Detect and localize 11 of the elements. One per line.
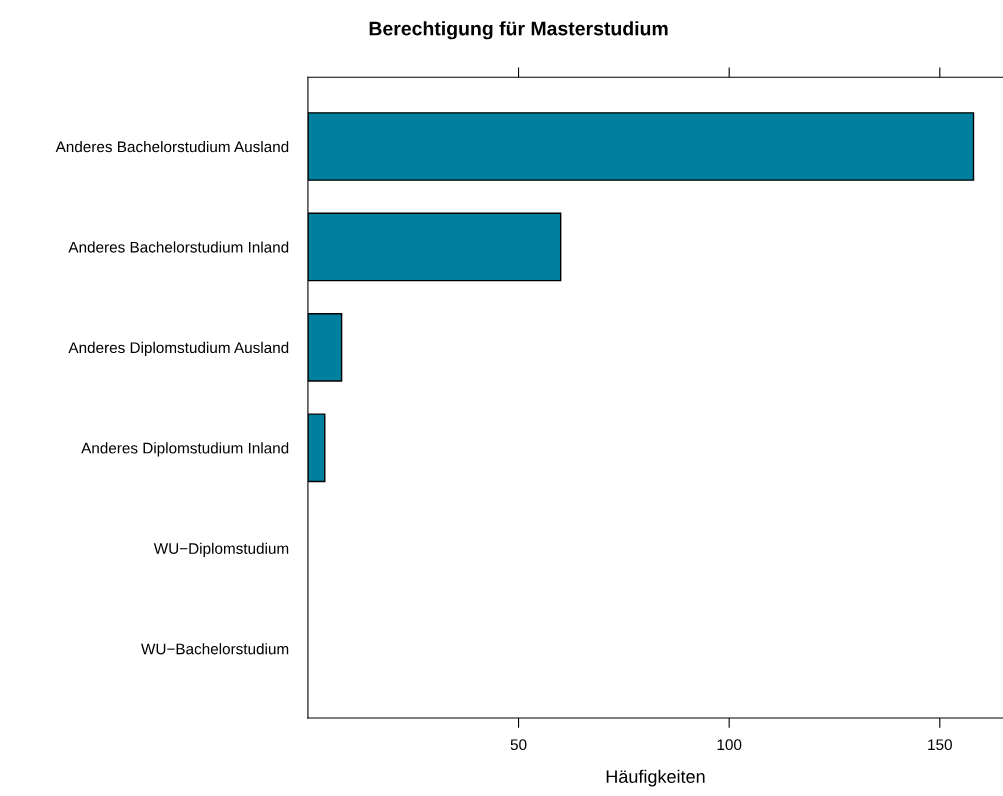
y-tick-label: WU−Bachelorstudium [141, 643, 289, 655]
y-tick-label: Anderes Bachelorstudium Inland [68, 241, 289, 253]
chart-title: Berechtigung für Masterstudium [369, 21, 668, 40]
y-tick-label: Anderes Bachelorstudium Ausland [55, 140, 289, 153]
x-tick-label: 50 [510, 739, 527, 751]
y-tick-label: WU−Diplomstudium [153, 542, 289, 557]
x-tick-label: 100 [717, 739, 742, 751]
y-tick-label: Anderes Diplomstudium Inland [81, 442, 289, 457]
y-tick-label: Anderes Diplomstudium Ausland [68, 341, 289, 357]
x-axis-title: Häufigkeiten [606, 769, 705, 787]
x-tick-label: 150 [928, 739, 952, 751]
